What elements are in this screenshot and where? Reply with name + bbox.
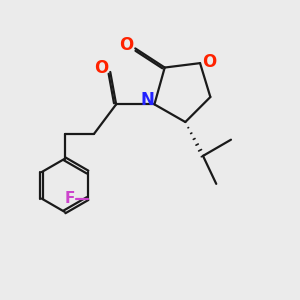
Text: N: N: [140, 91, 154, 109]
Text: O: O: [94, 59, 108, 77]
Text: F: F: [65, 191, 75, 206]
Text: O: O: [202, 53, 216, 71]
Text: O: O: [119, 36, 134, 54]
